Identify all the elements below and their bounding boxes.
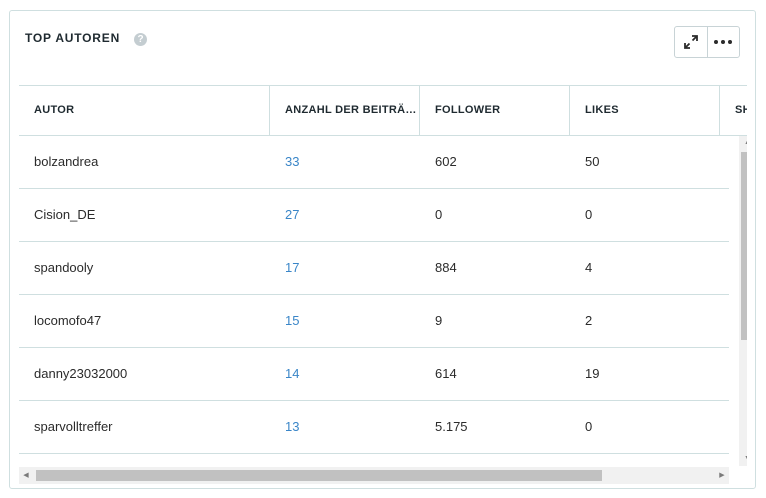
follower-count: 5.175 <box>435 419 468 434</box>
table-row: spandooly 17 884 4 <box>19 242 729 295</box>
scroll-down-icon[interactable]: ▼ <box>739 452 747 466</box>
scroll-up-icon[interactable]: ▲ <box>739 136 747 150</box>
author-name: bolzandrea <box>34 154 99 169</box>
follower-count: 614 <box>435 366 457 381</box>
table-row: Cision_DE 27 0 0 <box>19 189 729 242</box>
author-name: spandooly <box>34 260 94 275</box>
scroll-right-icon[interactable]: ▶ <box>719 472 725 479</box>
expand-button[interactable] <box>675 27 707 57</box>
table-body: bolzandrea 33 602 50 Cision_DE 27 0 0 sp… <box>19 136 729 466</box>
likes-count: 4 <box>585 260 593 275</box>
authors-table: AUTOR ANZAHL DER BEITRÄGE FOLLOWER LIKES… <box>19 85 747 479</box>
table-header: AUTOR ANZAHL DER BEITRÄGE FOLLOWER LIKES… <box>19 85 747 136</box>
follower-count: 0 <box>435 207 443 222</box>
author-name: locomofo47 <box>34 313 102 328</box>
widget-title: TOP AUTOREN <box>25 31 121 45</box>
widget-actions <box>674 26 740 58</box>
help-icon[interactable]: ? <box>134 33 147 46</box>
table-row: bolzandrea 33 602 50 <box>19 136 729 189</box>
table-row: locomofo47 15 9 2 <box>19 295 729 348</box>
column-header-autor[interactable]: AUTOR <box>19 86 270 135</box>
vertical-scrollbar[interactable]: ▲ ▼ <box>739 136 747 466</box>
more-options-button[interactable] <box>706 27 740 57</box>
top-authors-widget: TOP AUTOREN ? AUTOR ANZAHL DER BEITRÄGE … <box>9 10 756 489</box>
posts-count-link[interactable]: 13 <box>285 419 300 434</box>
likes-count: 0 <box>585 207 593 222</box>
horizontal-scroll-thumb[interactable] <box>36 470 602 481</box>
column-header-shares[interactable]: SHARES <box>735 104 747 116</box>
column-header-likes[interactable]: LIKES <box>570 86 720 135</box>
column-header-follower[interactable]: FOLLOWER <box>420 86 570 135</box>
more-horizontal-icon <box>714 40 733 44</box>
likes-count: 50 <box>585 154 600 169</box>
vertical-scroll-thumb[interactable] <box>741 152 747 340</box>
likes-count: 0 <box>585 419 593 434</box>
posts-count-link[interactable]: 14 <box>285 366 300 381</box>
posts-count-link[interactable]: 15 <box>285 313 300 328</box>
author-name: danny23032000 <box>34 366 128 381</box>
author-name: sparvolltreffer <box>34 419 113 434</box>
follower-count: 9 <box>435 313 443 328</box>
posts-count-link[interactable]: 17 <box>285 260 300 275</box>
horizontal-scrollbar[interactable]: ◀ ▶ <box>19 467 729 484</box>
column-header-anzahl-beitraege[interactable]: ANZAHL DER BEITRÄGE <box>270 86 420 135</box>
follower-count: 602 <box>435 154 457 169</box>
scroll-left-icon[interactable]: ◀ <box>23 472 29 479</box>
expand-icon <box>683 35 698 49</box>
table-row: danny23032000 14 614 19 <box>19 348 729 401</box>
follower-count: 884 <box>435 260 457 275</box>
author-name: Cision_DE <box>34 207 96 222</box>
likes-count: 19 <box>585 366 600 381</box>
posts-count-link[interactable]: 27 <box>285 207 300 222</box>
likes-count: 2 <box>585 313 593 328</box>
table-row: sparvolltreffer 13 5.175 0 <box>19 401 729 454</box>
posts-count-link[interactable]: 33 <box>285 154 300 169</box>
